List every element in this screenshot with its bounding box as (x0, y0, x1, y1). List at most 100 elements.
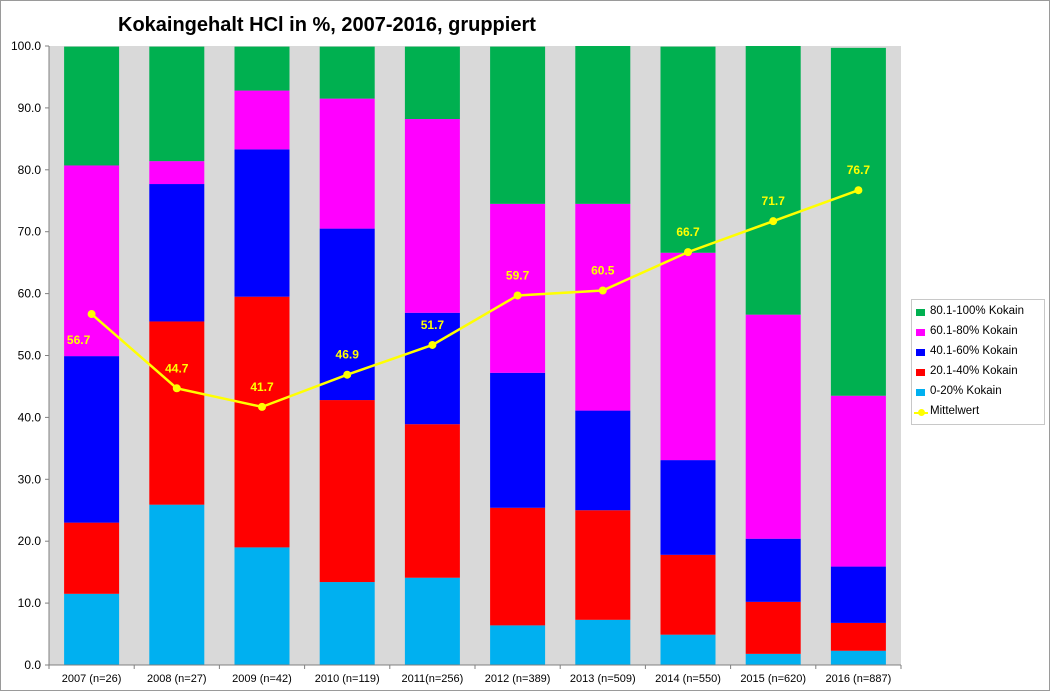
bar-segment-7-4 (660, 46, 716, 253)
bar-segment-9-0 (830, 650, 886, 665)
legend-swatch-60-80 (916, 329, 925, 336)
mean-line (90, 189, 859, 409)
mean-label-0: 56.7 (67, 333, 91, 347)
mean-label-4: 51.7 (421, 318, 445, 332)
mean-point-2 (258, 402, 266, 411)
legend-swatch-20-40 (916, 369, 925, 376)
mean-point-8 (769, 217, 778, 226)
bar-segment-0-4 (64, 46, 120, 166)
x-tick-label-4: 2011(n=256) (401, 673, 463, 685)
legend-item-20-40: 20.1-40% Kokain (912, 364, 1044, 382)
bar-segment-3-1 (319, 400, 375, 583)
bar-segment-7-1 (660, 554, 716, 635)
bar-segment-2-0 (234, 547, 290, 665)
y-tick-label-1: 10.0 (18, 596, 42, 610)
bar-segment-7-2 (660, 460, 716, 555)
legend-swatch-80-100 (916, 309, 925, 316)
bar-segment-1-4 (149, 46, 205, 162)
bar-segment-6-4 (575, 46, 631, 204)
bar-segment-1-0 (149, 504, 205, 665)
x-tick-label-2: 2009 (n=42) (232, 673, 292, 685)
mean-label-6: 60.5 (591, 264, 615, 278)
y-tick-label-0: 0.0 (24, 658, 41, 672)
x-tick-label-1: 2008 (n=27) (147, 673, 207, 685)
bar-segment-9-4 (830, 47, 886, 396)
mean-point-6 (598, 286, 607, 295)
legend-label-40-60: 40.1-60% Kokain (930, 345, 1018, 357)
bar-segment-2-1 (234, 296, 290, 548)
x-tick-label-7: 2014 (n=550) (655, 673, 721, 685)
legend-swatch-0-20 (916, 389, 925, 396)
chart-title: Kokaingehalt HCl in %, 2007-2016, gruppi… (118, 14, 536, 36)
bar-segment-3-0 (319, 582, 375, 665)
x-tick-label-8: 2015 (n=620) (740, 673, 806, 685)
bar-segment-1-2 (149, 184, 205, 322)
bar-segment-0-2 (64, 356, 120, 523)
bar-segment-8-3 (745, 314, 801, 539)
y-tick-label-5: 50.0 (18, 349, 42, 363)
bar-segment-4-1 (404, 424, 460, 578)
mean-label-1: 44.7 (165, 361, 189, 375)
mean-point-0 (87, 310, 96, 319)
legend-label-80-100: 80.1-100% Kokain (930, 305, 1024, 317)
bar-segment-3-4 (319, 46, 375, 99)
bar-segment-5-1 (490, 507, 546, 626)
bar-segment-9-2 (830, 566, 886, 623)
bar-segment-4-0 (404, 577, 460, 665)
bar-segment-4-3 (404, 119, 460, 313)
mean-point-1 (172, 384, 181, 393)
mean-point-4 (428, 340, 437, 349)
bar-segment-3-3 (319, 98, 375, 229)
y-tick-label-10: 100.0 (11, 39, 41, 53)
mean-label-9: 76.7 (847, 163, 871, 177)
y-tick-label-2: 20.0 (18, 534, 42, 548)
legend-item-40-60: 40.1-60% Kokain (912, 344, 1044, 362)
x-tick-label-9: 2016 (n=887) (826, 673, 892, 685)
bar-segment-8-1 (745, 601, 801, 654)
bar-segment-5-4 (490, 46, 546, 204)
y-tick-label-6: 60.0 (18, 287, 42, 301)
mean-label-5: 59.7 (506, 268, 530, 282)
mean-label-2: 41.7 (250, 380, 274, 394)
bar-segment-5-0 (490, 625, 546, 665)
mean-label-8: 71.7 (762, 194, 786, 208)
mean-point-5 (513, 291, 522, 300)
bar-segment-0-1 (64, 522, 120, 594)
y-tick-label-4: 40.0 (18, 410, 42, 424)
bar-segment-7-3 (660, 252, 716, 461)
bar-segment-7-0 (660, 634, 716, 665)
legend: 80.1-100% Kokain 60.1-80% Kokain 40.1-60… (911, 299, 1045, 425)
legend-label-20-40: 20.1-40% Kokain (930, 365, 1018, 377)
legend-marker-mittelwert (918, 409, 925, 416)
mean-point-7 (684, 248, 692, 257)
legend-swatch-40-60 (916, 349, 925, 356)
bar-segment-0-0 (64, 593, 120, 665)
bar-segment-1-3 (149, 161, 205, 185)
bar-segment-5-3 (490, 203, 546, 373)
bar-segment-6-3 (575, 203, 631, 411)
bar-segment-6-2 (575, 410, 631, 511)
legend-item-80-100: 80.1-100% Kokain (912, 304, 1044, 322)
bar-segment-1-1 (149, 321, 205, 505)
legend-label-0-20: 0-20% Kokain (930, 385, 1002, 397)
bar-segment-8-0 (745, 653, 801, 665)
mean-point-3 (343, 370, 352, 379)
legend-label-60-80: 60.1-80% Kokain (930, 325, 1018, 337)
legend-label-mittelwert: Mittelwert (930, 405, 980, 417)
bar-segment-6-1 (575, 510, 631, 620)
x-tick-label-0: 2007 (n=26) (62, 673, 122, 685)
y-tick-label-8: 80.0 (18, 163, 42, 177)
bar-segment-4-4 (404, 46, 460, 120)
mean-label-3: 46.9 (336, 348, 360, 362)
bar-segment-9-3 (830, 395, 886, 567)
x-tick-label-3: 2010 (n=119) (315, 673, 380, 685)
legend-item-0-20: 0-20% Kokain (912, 384, 1044, 402)
bar-segment-2-4 (234, 46, 290, 91)
mean-label-7: 66.7 (676, 225, 700, 239)
bar-segment-9-1 (830, 622, 886, 651)
x-tick-label-6: 2013 (n=509) (570, 673, 636, 685)
bar-segment-5-2 (490, 372, 546, 508)
x-tick-label-5: 2012 (n=389) (485, 673, 551, 685)
bar-segment-6-0 (575, 619, 631, 665)
